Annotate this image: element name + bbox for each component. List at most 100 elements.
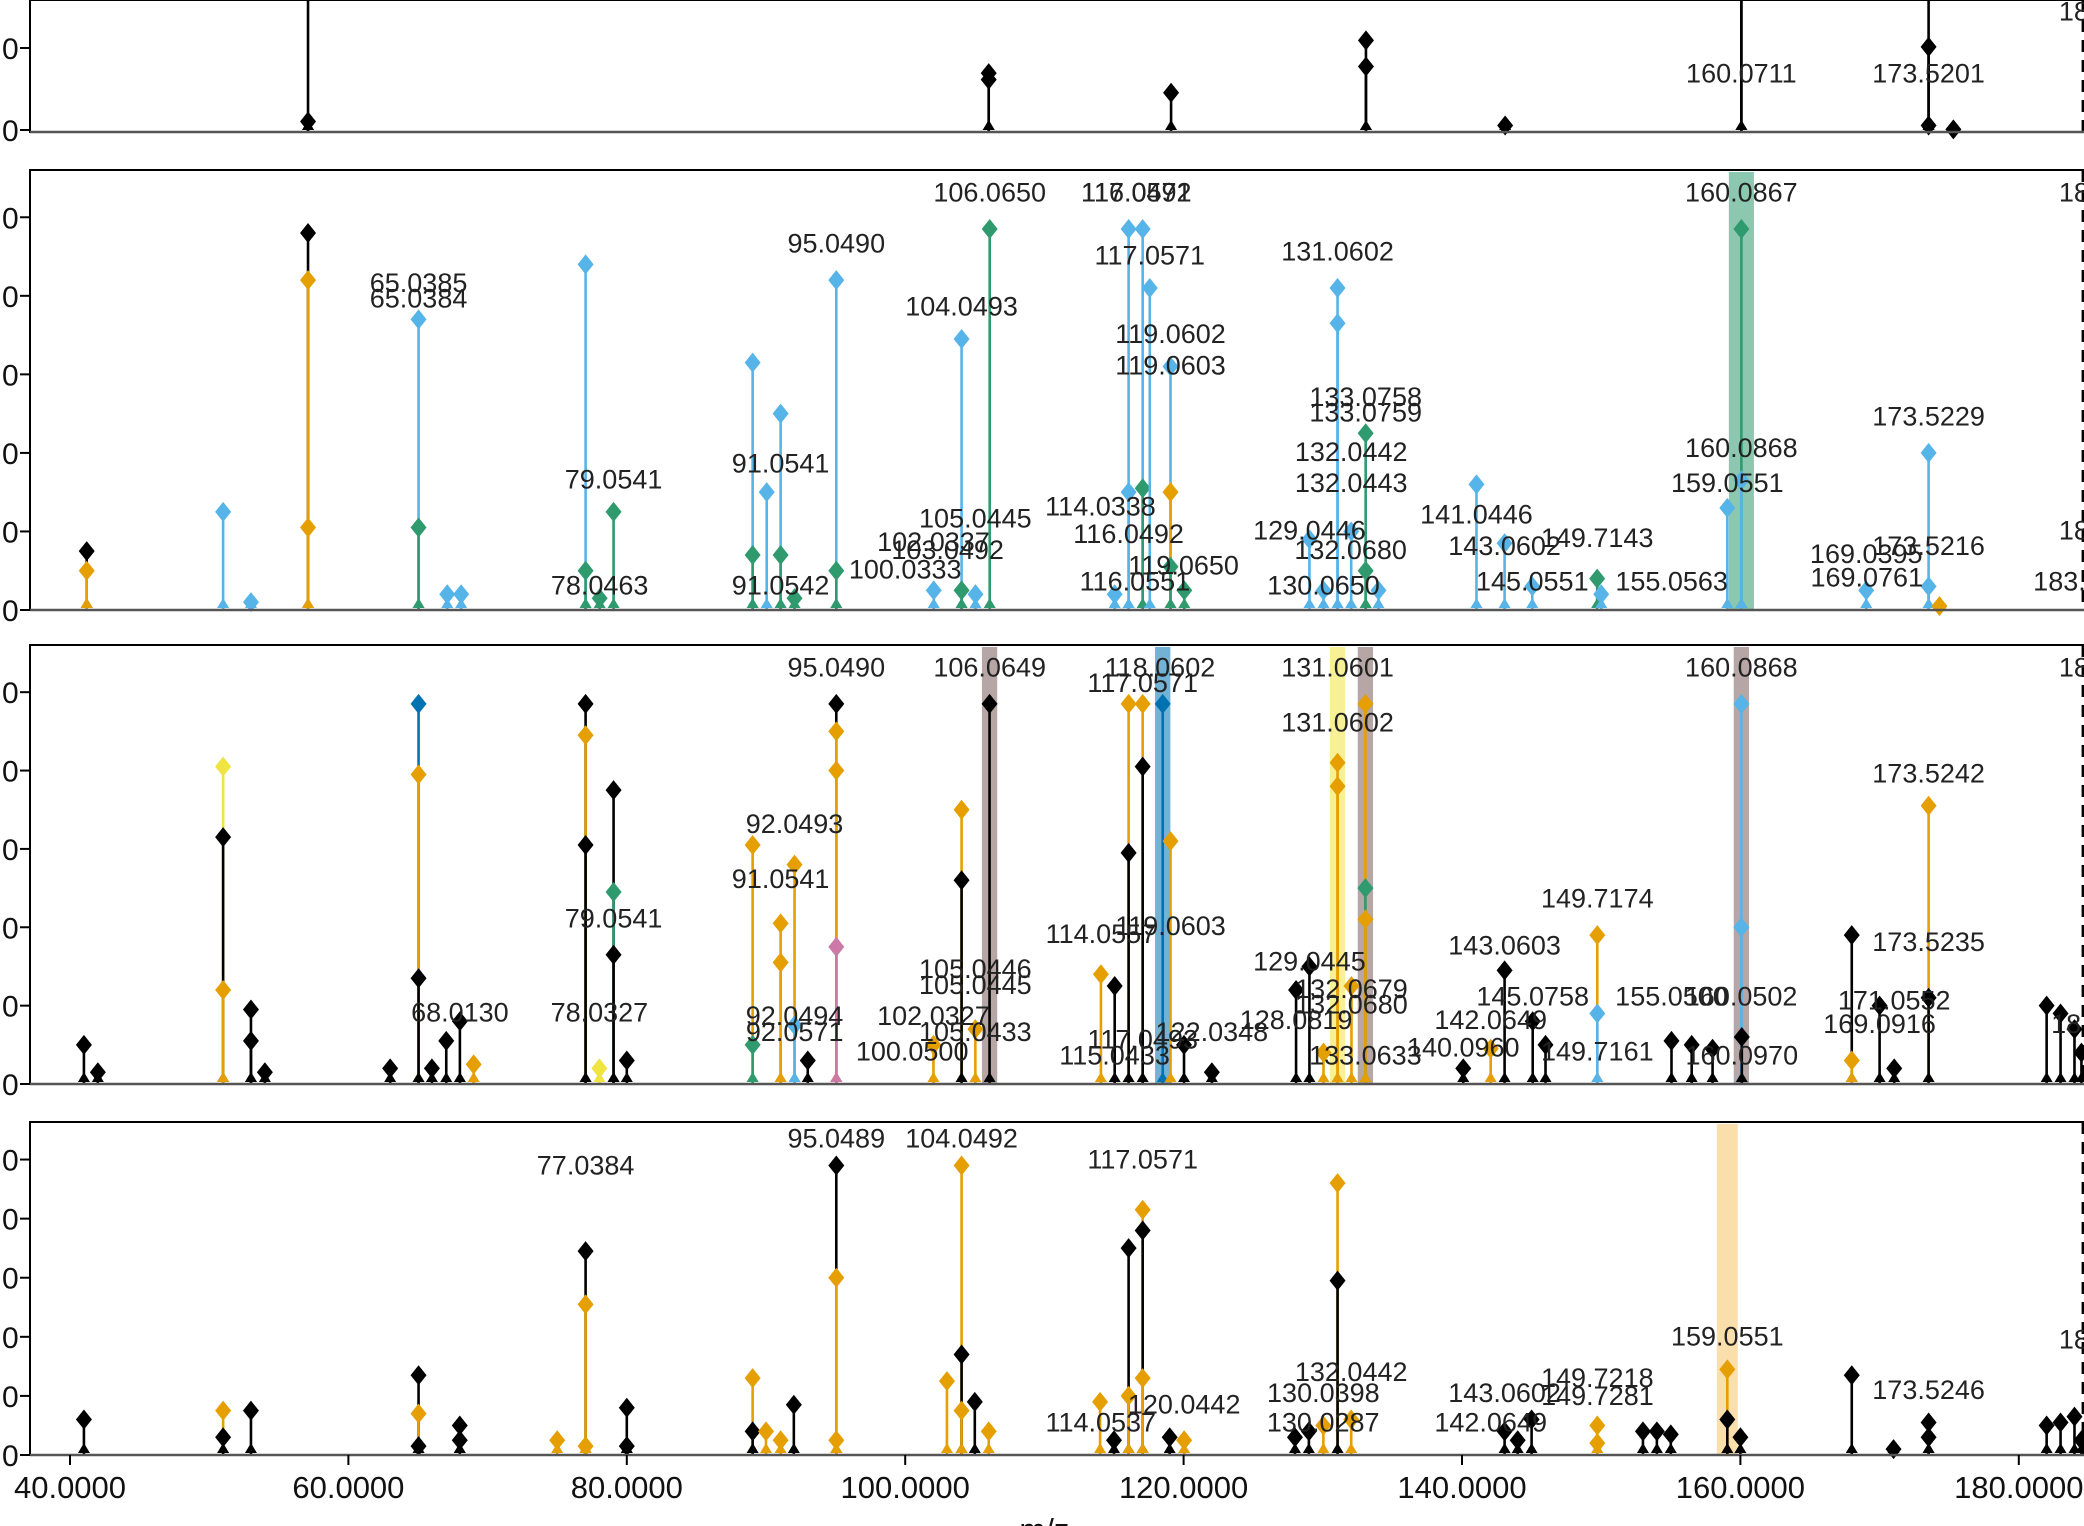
peak-label: 128.0819 [1240,1005,1353,1035]
peak-base-marker [1094,1443,1107,1453]
peak-label: 114.0557 [1046,919,1157,949]
peak-marker [785,1394,802,1415]
y-tick-label: 0 [2,115,19,148]
peak-base-marker [80,598,93,608]
peak-label: 131.0601 [1281,653,1394,683]
peak-label: 132.0680 [1295,989,1408,1019]
peak-label: 173.5201 [1872,58,1985,88]
peak-base-marker [1345,598,1358,608]
panels-layer: 00133.0759173.5302160.0711173.5201186000… [2,0,2084,1473]
peak-label: 102.0327 [877,1001,990,1031]
peak-marker [1329,1270,1346,1291]
peak-base-marker [551,1443,564,1453]
peak-label: 100.0500 [856,1036,969,1066]
peak-label: 92.0571 [746,1017,844,1047]
peak-base-marker [2054,1443,2067,1453]
peak-marker [605,882,622,903]
peak-label: 65.0385 [370,268,468,298]
peak-base-marker [453,1443,466,1453]
peak-label: 145.0551 [1476,566,1589,596]
peak-marker [828,270,845,291]
x-tick-label: 60.0000 [292,1470,404,1505]
peak-marker [967,584,984,605]
peak-marker [1343,976,1360,997]
peak-label: 79.0541 [565,464,663,494]
peak-marker [1343,521,1360,542]
peak-marker [828,721,845,742]
peak-base-marker [801,1072,814,1082]
peak-marker [577,1294,594,1315]
peak-base-marker [412,598,425,608]
peak-marker [1134,1368,1151,1389]
peak-base-marker [579,598,592,608]
peak-base-marker [774,1443,787,1453]
y-tick-label: 0 [2,912,19,945]
peak-marker [618,1050,635,1071]
peak-marker [410,1365,427,1386]
peak-base-marker [579,1443,592,1453]
peak-base-marker [1484,1072,1497,1082]
peak-label: 132.0443 [1295,468,1408,498]
peak-marker [1920,1427,1937,1448]
peak-marker [1524,576,1541,597]
peak-base-marker [453,1072,466,1082]
peak-marker [1343,1409,1360,1430]
peak-marker [1843,925,1860,946]
y-tick-label: 0 [2,1069,19,1102]
peak-marker [953,1155,970,1176]
peak-marker [242,1400,259,1421]
peak-marker [1455,1058,1472,1079]
peak-base-marker [1302,1443,1315,1453]
peak-base-marker [1664,1443,1677,1453]
peak-marker [1593,584,1610,605]
y-tick-label: 0 [2,1381,19,1414]
peak-marker [1920,576,1937,597]
peak-marker [1858,580,1875,601]
peak-marker [577,560,594,581]
peak-marker [953,329,970,350]
peak-marker [1357,909,1374,930]
peak-base-marker [1331,1443,1344,1453]
peak-marker [1843,1365,1860,1386]
peak-base-marker [983,598,996,608]
peak-base-marker [1122,1443,1135,1453]
peak-base-marker [788,1072,801,1082]
peak-label: 160.0502 [1685,982,1798,1012]
x-axis: 40.0000 60.0000 80.0000 100.0000 120.0000 140… [14,1455,2083,1526]
peak-marker [967,1019,984,1040]
peak-marker [215,1427,232,1448]
peak-label: 160.0868 [1685,653,1798,683]
peak-label: 117.0571 [1087,1144,1198,1174]
peak-base-marker [258,1072,271,1082]
peak-base-marker [1359,1072,1372,1082]
peak-base-marker [2054,1072,2067,1082]
peak-marker [75,1034,92,1055]
peak-base-marker [2040,1443,2053,1453]
peak-marker [1286,1427,1303,1448]
peak-base-marker [1122,598,1135,608]
peak-marker [1329,1173,1346,1194]
y-tick-label: 0 [2,1440,19,1473]
peak-base-marker [1511,1443,1524,1453]
peak-base-marker [217,1443,230,1453]
peak-label: 103.0492 [891,535,1004,565]
peak-marker [799,1050,816,1071]
peak-marker [1509,1430,1526,1451]
peak-base-marker [244,598,257,608]
peak-marker [772,403,789,424]
peak-base-marker [1922,120,1935,130]
peak-label: 160.0867 [1685,178,1798,208]
peak-marker [1161,1427,1178,1448]
peak-marker [744,352,761,373]
peak-marker [1496,533,1513,554]
peak-marker [953,799,970,820]
peak-base-marker [940,1443,953,1453]
peak-marker [591,1058,608,1079]
peak-base-marker [1331,598,1344,608]
panel-frame [29,1121,2084,1456]
peak-base-marker [830,1072,843,1082]
peak-base-marker [593,598,606,608]
peak-label: 102.0337 [877,527,990,557]
peak-marker [2073,1042,2084,1063]
peak-label: 149.7218 [1541,1363,1654,1393]
